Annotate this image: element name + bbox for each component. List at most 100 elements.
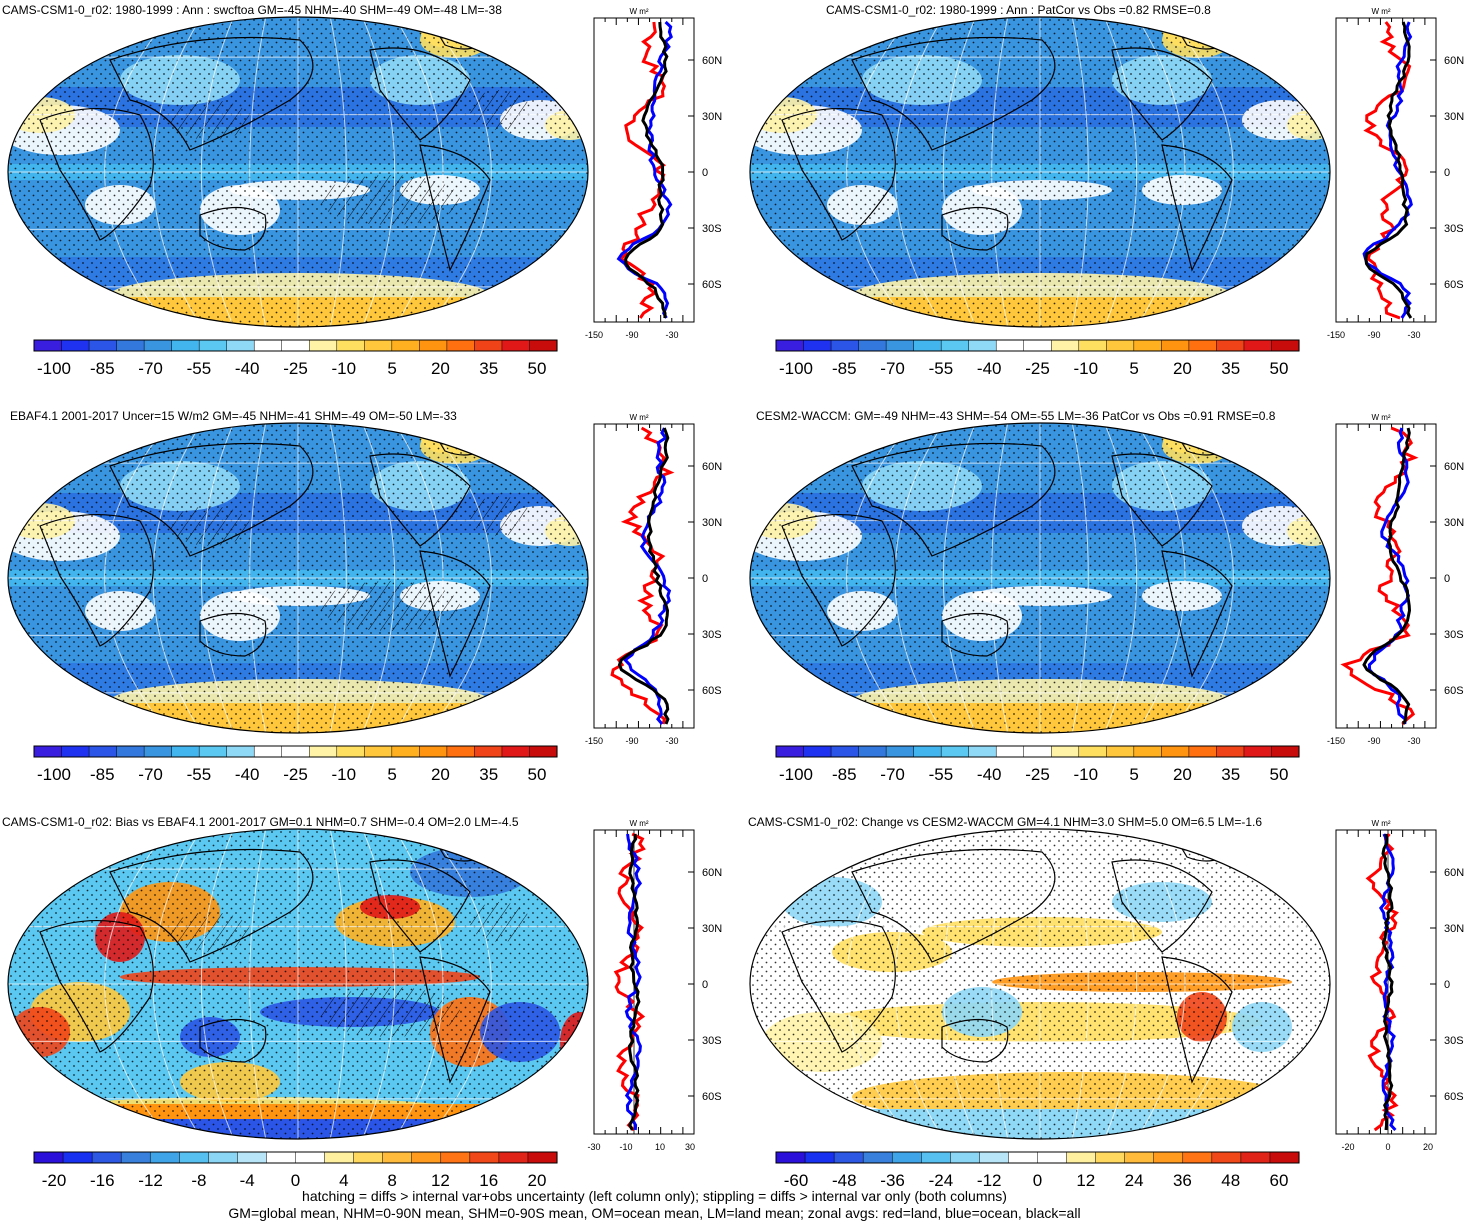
map-figure: W m² 60N 30N 0 30S 60S -20 0 20 -60 -48 -36 -24 -12 0 1… — [749, 819, 1464, 1190]
panel-title: CESM2-WACCM: GM=-49 NHM=-43 SHM=-54 OM=-… — [756, 409, 1276, 423]
colorbar-tick-label: 20 — [431, 359, 450, 378]
zonal-unit-label: W m² — [629, 819, 648, 828]
world-map — [750, 829, 1330, 1139]
colorbar-tick-label: -25 — [1025, 765, 1050, 784]
zonal-mean-plot: W m² 60N 30N 0 30S 60S -150 -90 -30 — [1327, 413, 1464, 746]
colorbar-tick-label: -10 — [332, 765, 357, 784]
colorbar-tick-label: 12 — [431, 1171, 450, 1190]
zonal-x-tick-label: -90 — [1367, 330, 1380, 340]
zonal-mean-plot: W m² 60N 30N 0 30S 60S -150 -90 -30 — [585, 413, 722, 746]
panel-model-patcor: W m² 60N 30N 0 30S 60S -150 -90 -30 -100 -85 -70 -55… — [742, 0, 1483, 408]
colorbar-tick-label: -55 — [187, 359, 212, 378]
colorbar-tick-label: 35 — [479, 359, 498, 378]
lat-tick-label: 60N — [1444, 461, 1464, 473]
colorbar-tick-label: -25 — [1025, 359, 1050, 378]
map-figure: W m² 60N 30N 0 30S 60S -150 -90 -30 -100 -85 -70 -55… — [749, 413, 1464, 784]
colorbar-tick-label: 12 — [1076, 1171, 1095, 1190]
colorbar-tick-label: 20 — [528, 1171, 547, 1190]
colorbar: -100 -85 -70 -55 -40 -25 -10 5 20 35 50 — [775, 339, 1300, 378]
zonal-all-curve — [624, 21, 669, 319]
lat-tick-label: 30N — [1444, 517, 1464, 529]
colorbar-tick-label: -55 — [187, 765, 212, 784]
lat-tick-label: 60N — [1444, 55, 1464, 67]
colorbar-tick-label: -25 — [283, 765, 308, 784]
zonal-x-tick-label: -90 — [1367, 736, 1380, 746]
lat-tick-label: 60S — [702, 1091, 722, 1103]
map-figure: W m² 60N 30N 0 30S 60S -150 -90 -30 -100 -85 -70 -55… — [749, 7, 1464, 378]
colorbar-tick-label: -70 — [880, 765, 905, 784]
zonal-x-tick-label: 0 — [1385, 1142, 1390, 1152]
zonal-x-tick-label: 20 — [1423, 1142, 1433, 1152]
world-map — [8, 829, 588, 1139]
lat-tick-label: 30S — [702, 1035, 722, 1047]
colorbar: -100 -85 -70 -55 -40 -25 -10 5 20 35 50 — [33, 745, 558, 784]
zonal-land-curve — [1340, 426, 1419, 726]
panel-title: CAMS-CSM1-0_r02: 1980-1999 : Ann : PatCo… — [826, 3, 1211, 17]
colorbar-tick-label: -100 — [37, 359, 71, 378]
zonal-ocean-curve — [622, 427, 672, 725]
colorbar-tick-label: 4 — [339, 1171, 348, 1190]
colorbar-tick-label: -100 — [779, 359, 813, 378]
colorbar-tick-label: -40 — [235, 765, 260, 784]
colorbar-tick-label: 35 — [1221, 765, 1240, 784]
colorbar-tick-label: -55 — [929, 359, 954, 378]
colorbar-tick-label: -8 — [191, 1171, 206, 1190]
lat-tick-label: 60S — [1444, 1091, 1464, 1103]
colorbar-tick-label: 20 — [1173, 765, 1192, 784]
map-figure: W m² 60N 30N 0 30S 60S -150 -90 -30 -100 -85 -70 -55… — [7, 7, 722, 378]
lat-tick-label: 30S — [702, 223, 722, 235]
lat-tick-label: 30N — [1444, 111, 1464, 123]
panel-change: W m² 60N 30N 0 30S 60S -20 0 20 -60 -48 -36 -24 -12 0 1… — [742, 812, 1483, 1220]
colorbar: -60 -48 -36 -24 -12 0 12 24 36 48 60 — [775, 1151, 1300, 1190]
colorbar-tick-label: -85 — [832, 765, 857, 784]
map-outline — [749, 16, 1331, 328]
colorbar-tick-label: -25 — [283, 359, 308, 378]
lat-tick-label: 30S — [1444, 629, 1464, 641]
zonal-x-tick-label: -150 — [585, 736, 603, 746]
colorbar-tick-label: -10 — [1074, 359, 1099, 378]
colorbar-tick-label: 48 — [1221, 1171, 1240, 1190]
lat-tick-label: 60S — [1444, 279, 1464, 291]
colorbar-tick-label: -100 — [37, 765, 71, 784]
lat-tick-label: 0 — [1444, 167, 1450, 179]
zonal-x-tick-label: -90 — [625, 736, 638, 746]
panel-title: CAMS-CSM1-0_r02: 1980-1999 : Ann : swcft… — [2, 3, 502, 17]
lat-tick-label: 30S — [1444, 1035, 1464, 1047]
zonal-mean-plot: W m² 60N 30N 0 30S 60S -150 -90 -30 — [1327, 7, 1464, 340]
colorbar-tick-label: -10 — [332, 359, 357, 378]
colorbar: -100 -85 -70 -55 -40 -25 -10 5 20 35 50 — [33, 339, 558, 378]
colorbar-tick-label: -4 — [240, 1171, 255, 1190]
colorbar: -20 -16 -12 -8 -4 0 4 8 12 16 20 — [33, 1151, 558, 1190]
colorbar-tick-label: -12 — [138, 1171, 163, 1190]
zonal-ocean-curve — [1362, 21, 1413, 319]
colorbar-tick-label: 60 — [1270, 1171, 1289, 1190]
zonal-x-tick-label: -20 — [1341, 1142, 1354, 1152]
zonal-all-curve — [627, 833, 641, 1131]
colorbar-tick-label: 20 — [431, 765, 450, 784]
panel-title: EBAF4.1 2001-2017 Uncer=15 W/m2 GM=-45 N… — [10, 409, 457, 423]
world-map — [750, 423, 1330, 733]
colorbar-tick-label: -85 — [90, 765, 115, 784]
map-outline — [7, 422, 589, 734]
zonal-unit-label: W m² — [1371, 413, 1390, 422]
colorbar-tick-label: -36 — [880, 1171, 905, 1190]
colorbar-tick-label: 5 — [387, 765, 396, 784]
zonal-unit-label: W m² — [629, 7, 648, 16]
lat-tick-label: 60S — [702, 685, 722, 697]
panel-bias: W m² 60N 30N 0 30S 60S -30 -10 10 30 -20 -16 -12 -8 -4… — [0, 812, 741, 1220]
colorbar-tick-label: 50 — [528, 765, 547, 784]
panel-obs-mean: W m² 60N 30N 0 30S 60S -150 -90 -30 -100 -85 -70 -55… — [0, 406, 741, 814]
colorbar-tick-label: 36 — [1173, 1171, 1192, 1190]
colorbar-tick-label: 5 — [387, 359, 396, 378]
lat-tick-label: 60N — [702, 461, 722, 473]
zonal-mean-plot: W m² 60N 30N 0 30S 60S -30 -10 10 30 — [587, 819, 722, 1152]
zonal-ocean-curve — [624, 833, 643, 1131]
colorbar-tick-label: -70 — [138, 765, 163, 784]
zonal-land-curve — [613, 832, 646, 1132]
colorbar-tick-label: -24 — [929, 1171, 954, 1190]
panel-reference-model: W m² 60N 30N 0 30S 60S -150 -90 -30 -100 -85 -70 -55… — [742, 406, 1483, 814]
lat-tick-label: 0 — [1444, 573, 1450, 585]
lat-tick-label: 60S — [1444, 685, 1464, 697]
zonal-x-tick-label: -150 — [1327, 736, 1345, 746]
colorbar-tick-label: 0 — [1033, 1171, 1042, 1190]
